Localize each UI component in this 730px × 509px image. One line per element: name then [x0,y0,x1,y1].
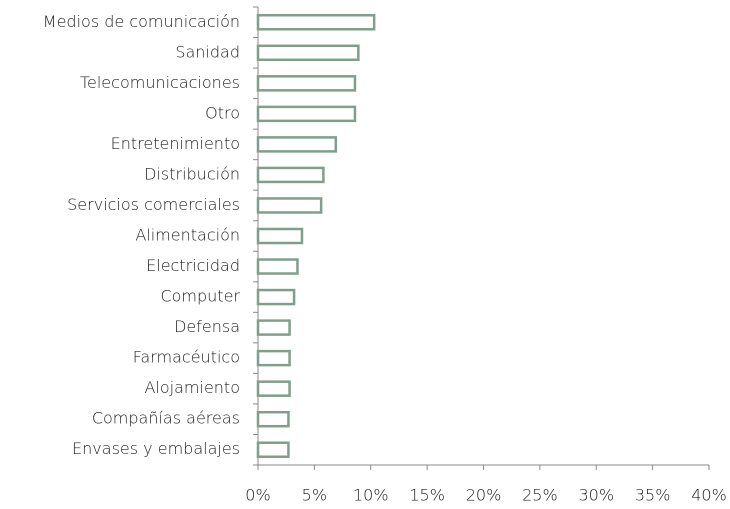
y-tick-label: Telecomunicaciones [80,73,240,92]
y-tick-label: Defensa [174,317,240,336]
bar [256,410,290,428]
y-tick-label: Compañías aéreas [92,409,240,428]
bar [256,441,290,458]
y-tick-label: Alimentación [135,226,240,245]
bar [256,227,304,245]
x-tick-label: 0% [245,486,270,505]
bar [256,319,291,336]
x-tick-label: 30% [578,486,614,505]
bar [256,14,376,31]
y-tick-label: Electricidad [146,256,240,275]
x-tick-label: 25% [522,486,558,505]
y-tick-label: Sanidad [175,42,240,61]
bar [256,197,323,214]
y-tick-label: Servicios comerciales [67,195,240,214]
bar [256,44,360,62]
x-tick-label: 20% [466,486,502,505]
y-tick-label: Distribución [144,164,240,183]
y-tick-label: Farmacéutico [133,348,240,367]
y-tick-label: Medios de comunicación [43,12,240,31]
bar [256,380,291,397]
y-tick-label: Envases y embalajes [72,439,240,458]
bar [256,166,325,184]
x-tick-label: 15% [409,486,445,505]
x-tick-label: 10% [353,486,389,505]
bar [256,349,291,367]
bar [256,105,357,123]
bar [256,136,338,153]
x-tick-label: 40% [691,486,727,505]
x-tick-label: 5% [302,486,327,505]
bar [256,258,299,275]
y-tick-label: Otro [205,103,240,122]
y-tick-label: Computer [160,287,240,306]
y-tick-label: Entretenimiento [111,134,240,153]
y-tick-label: Alojamiento [144,378,240,397]
bar [256,75,357,92]
bar [256,288,296,306]
x-tick-label: 35% [635,486,671,505]
